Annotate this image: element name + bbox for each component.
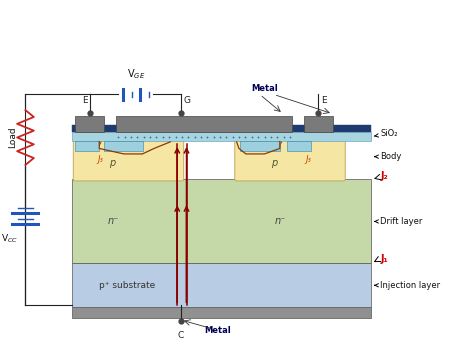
Text: n⁺: n⁺ — [119, 143, 128, 149]
Bar — [104, 141, 143, 151]
Text: Load: Load — [8, 127, 17, 148]
Text: J₃: J₃ — [98, 155, 104, 164]
Text: V$_{CC}$: V$_{CC}$ — [0, 232, 18, 245]
Text: n⁺: n⁺ — [83, 143, 91, 149]
Text: Body: Body — [375, 152, 402, 161]
Bar — [72, 180, 371, 263]
Text: n⁺: n⁺ — [255, 143, 264, 149]
Bar — [287, 141, 311, 151]
Text: SiO₂: SiO₂ — [375, 129, 398, 138]
Text: E: E — [321, 96, 327, 105]
Bar — [75, 116, 104, 132]
Text: Drift layer: Drift layer — [375, 217, 423, 226]
Text: J₃: J₃ — [306, 155, 311, 164]
FancyBboxPatch shape — [235, 140, 345, 181]
Text: p: p — [109, 158, 115, 168]
FancyBboxPatch shape — [73, 140, 184, 181]
Text: C: C — [178, 331, 184, 340]
Text: G: G — [183, 96, 190, 105]
Bar — [240, 141, 280, 151]
Text: V$_{GE}$: V$_{GE}$ — [127, 67, 145, 81]
Bar — [72, 132, 371, 141]
Text: E: E — [82, 96, 88, 105]
Bar — [72, 307, 371, 318]
Text: p: p — [271, 158, 277, 168]
Bar — [72, 263, 371, 307]
Text: n⁺: n⁺ — [295, 143, 303, 149]
Text: Injection layer: Injection layer — [375, 281, 441, 290]
Bar — [75, 141, 99, 151]
Bar — [72, 125, 371, 132]
Bar — [116, 116, 292, 132]
Text: J₁: J₁ — [381, 254, 388, 264]
Bar — [304, 116, 333, 132]
Text: J₂: J₂ — [381, 171, 388, 181]
Text: n⁻: n⁻ — [108, 216, 119, 227]
Text: p⁺ substrate: p⁺ substrate — [100, 281, 155, 290]
Text: Metal: Metal — [251, 85, 278, 94]
Text: Metal: Metal — [205, 326, 231, 335]
Text: n⁻: n⁻ — [275, 216, 286, 227]
